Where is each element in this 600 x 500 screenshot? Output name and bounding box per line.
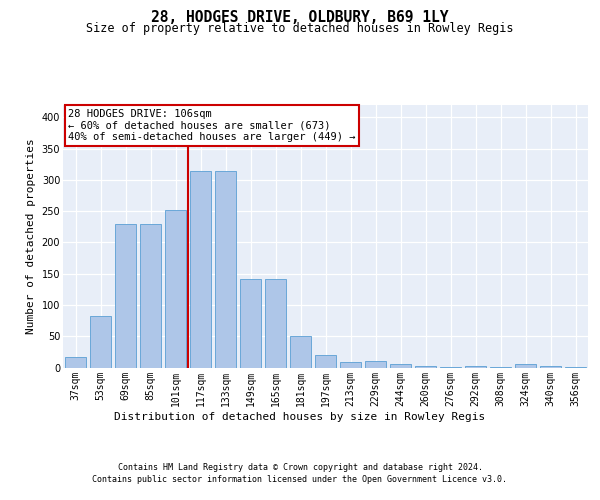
Text: Contains HM Land Registry data © Crown copyright and database right 2024.: Contains HM Land Registry data © Crown c… [118, 462, 482, 471]
Bar [190, 170, 211, 368]
Bar [215, 170, 236, 368]
Bar [65, 357, 86, 368]
Bar [540, 366, 561, 368]
Bar [515, 364, 536, 368]
Bar [415, 366, 436, 368]
Bar [340, 362, 361, 368]
Bar [440, 367, 461, 368]
Text: 28 HODGES DRIVE: 106sqm
← 60% of detached houses are smaller (673)
40% of semi-d: 28 HODGES DRIVE: 106sqm ← 60% of detache… [68, 109, 356, 142]
Text: 28, HODGES DRIVE, OLDBURY, B69 1LY: 28, HODGES DRIVE, OLDBURY, B69 1LY [151, 10, 449, 25]
Bar [365, 361, 386, 368]
Text: Contains public sector information licensed under the Open Government Licence v3: Contains public sector information licen… [92, 475, 508, 484]
Bar [315, 355, 336, 368]
Bar [490, 367, 511, 368]
Y-axis label: Number of detached properties: Number of detached properties [26, 138, 36, 334]
Bar [390, 364, 411, 368]
Text: Distribution of detached houses by size in Rowley Regis: Distribution of detached houses by size … [115, 412, 485, 422]
Text: Size of property relative to detached houses in Rowley Regis: Size of property relative to detached ho… [86, 22, 514, 35]
Bar [140, 224, 161, 368]
Bar [290, 336, 311, 368]
Bar [240, 279, 261, 368]
Bar [265, 279, 286, 368]
Bar [115, 224, 136, 368]
Bar [565, 367, 586, 368]
Bar [465, 366, 486, 368]
Bar [90, 316, 111, 368]
Bar [165, 210, 186, 368]
